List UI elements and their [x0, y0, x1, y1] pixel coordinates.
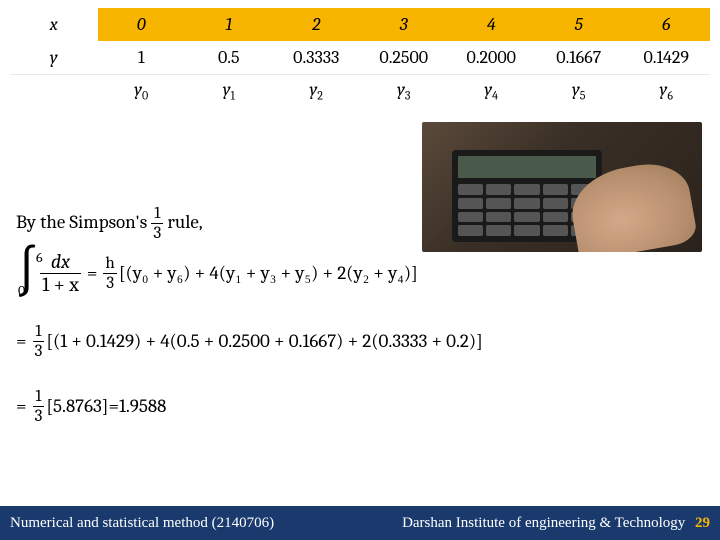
- x-val-6: 6: [623, 8, 711, 41]
- step3-fraction: 1 3: [33, 388, 45, 425]
- y-subscript-row: y0 y1 y2 y3 y4 y5 y6: [10, 75, 710, 109]
- substitution-step: = 1 3 [(1 + 0.1429) + 4(0.5 + 0.2500 + 0…: [16, 323, 704, 360]
- xy-table: x 0 1 2 3 4 5 6 y 1 0.5 0.3333 0.2500 0.…: [10, 8, 710, 109]
- step3-result: 1.9588: [119, 395, 166, 417]
- result-step: = 1 3 [5.8763] = 1.9588: [16, 388, 704, 425]
- y-value-row: y 1 0.5 0.3333 0.2500 0.2000 0.1667 0.14…: [10, 41, 710, 75]
- step2-fraction: 1 3: [33, 323, 45, 360]
- y-sub-0: y0: [98, 75, 186, 109]
- integral-symbol: 6 ∫ 0: [16, 253, 38, 293]
- y-val-2: 0.3333: [273, 41, 361, 75]
- footer-left: Numerical and statistical method (214070…: [10, 515, 274, 532]
- y-sub-1: y1: [185, 75, 273, 109]
- y-sub-6: y6: [623, 75, 711, 109]
- x-label: x: [10, 8, 98, 41]
- table-header-row: x 0 1 2 3 4 5 6: [10, 8, 710, 41]
- y-val-3: 0.2500: [360, 41, 448, 75]
- h-over-3: h 3: [103, 255, 116, 292]
- y-sub-3: y3: [360, 75, 448, 109]
- x-val-2: 2: [273, 8, 361, 41]
- simpson-body: [(y₀ + y₆) + 4(y₁ + y₃ + y₅) + 2(y₂ + y₄…: [119, 262, 418, 285]
- step2-body: [(1 + 0.1429) + 4(0.5 + 0.2500 + 0.1667)…: [46, 330, 482, 352]
- rule-fraction: 13: [151, 205, 163, 242]
- y-val-5: 0.1667: [535, 41, 623, 75]
- y-sub-blank: [10, 75, 98, 109]
- rule-text: By the Simpson's 13 rule,: [16, 205, 704, 242]
- page-number: 29: [695, 515, 710, 531]
- x-val-5: 5: [535, 8, 623, 41]
- y-sub-2: y2: [273, 75, 361, 109]
- x-val-4: 4: [448, 8, 536, 41]
- data-table-area: x 0 1 2 3 4 5 6 y 1 0.5 0.3333 0.2500 0.…: [0, 0, 720, 109]
- step3-eq: =: [108, 395, 119, 417]
- math-content: By the Simpson's 13 rule, 6 ∫ 0 dx 1 + x…: [0, 109, 720, 425]
- footer-right: Darshan Institute of engineering & Techn…: [402, 515, 710, 532]
- y-sub-4: y4: [448, 75, 536, 109]
- y-val-0: 1: [98, 41, 186, 75]
- y-sub-5: y5: [535, 75, 623, 109]
- y-val-6: 0.1429: [623, 41, 711, 75]
- step3-sum: [5.8763]: [46, 395, 108, 417]
- rule-prefix: By the Simpson's: [16, 211, 151, 233]
- integral-equation: 6 ∫ 0 dx 1 + x = h 3 [(y₀ + y₆) + 4(y₁ +…: [16, 252, 704, 295]
- x-val-1: 1: [185, 8, 273, 41]
- x-val-3: 3: [360, 8, 448, 41]
- y-val-4: 0.2000: [448, 41, 536, 75]
- slide-footer: Numerical and statistical method (214070…: [0, 506, 720, 540]
- rule-suffix: rule,: [163, 211, 203, 233]
- x-val-0: 0: [98, 8, 186, 41]
- y-val-1: 0.5: [185, 41, 273, 75]
- y-label: y: [10, 41, 98, 75]
- integrand-fraction: dx 1 + x: [40, 252, 81, 295]
